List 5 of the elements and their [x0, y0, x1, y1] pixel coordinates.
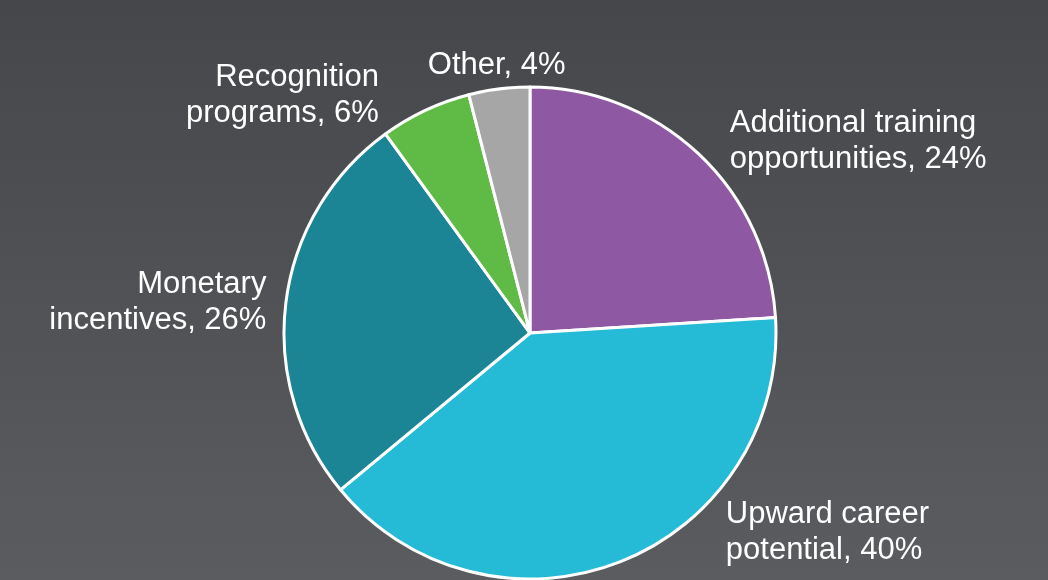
- slice-label: Other, 4%: [427, 46, 566, 82]
- slice-label: Recognition programs, 6%: [185, 57, 379, 129]
- slice-label: Additional training opportunities, 24%: [729, 104, 987, 176]
- slice-label: Upward career potential, 40%: [725, 495, 930, 566]
- slice-label: Monetary incentives, 26%: [49, 264, 267, 336]
